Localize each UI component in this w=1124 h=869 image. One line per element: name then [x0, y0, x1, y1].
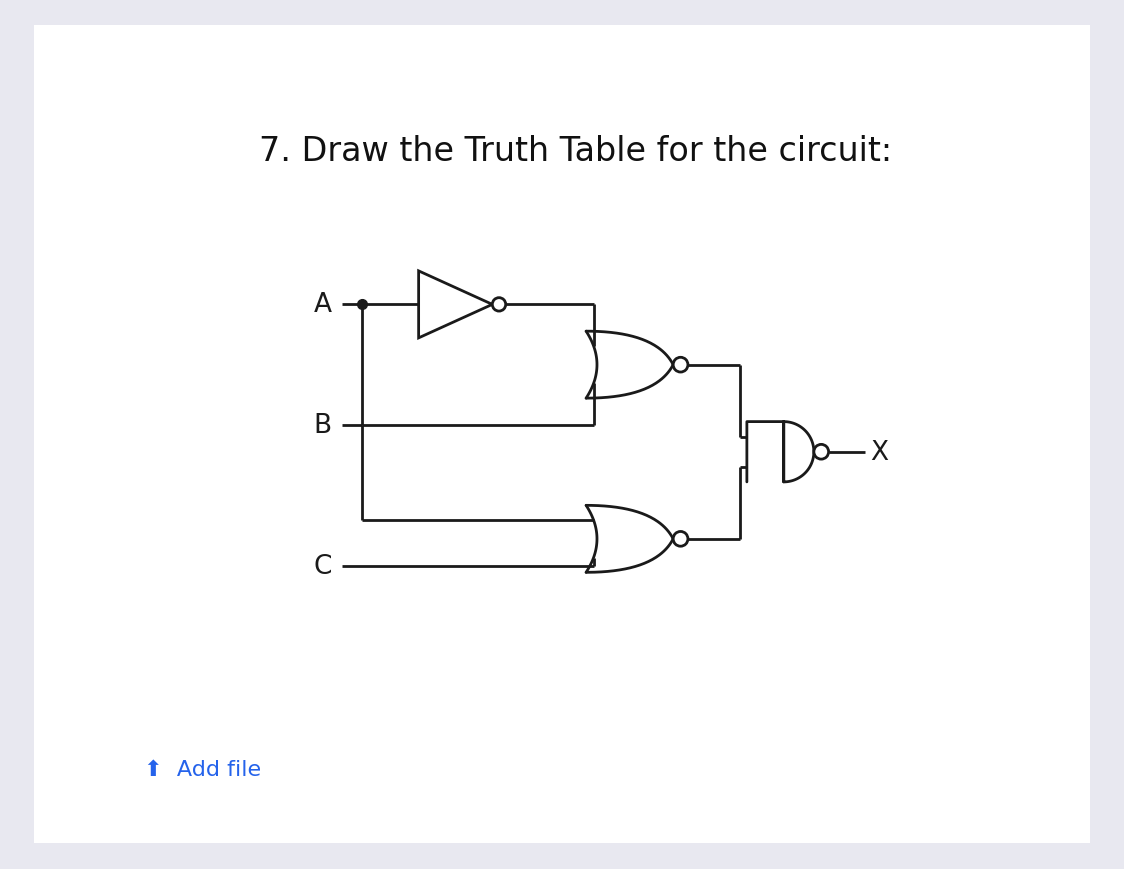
Polygon shape [418, 271, 492, 339]
Polygon shape [746, 422, 814, 482]
Circle shape [492, 298, 506, 312]
Text: X: X [870, 439, 888, 465]
Text: 7. Draw the Truth Table for the circuit:: 7. Draw the Truth Table for the circuit: [260, 135, 892, 168]
FancyBboxPatch shape [66, 726, 338, 812]
Circle shape [814, 445, 828, 460]
Text: A: A [314, 292, 332, 318]
Text: B: B [314, 413, 332, 439]
Circle shape [673, 358, 688, 373]
Polygon shape [586, 506, 673, 573]
Polygon shape [586, 332, 673, 399]
Text: ⬆  Add file: ⬆ Add file [144, 760, 261, 779]
Circle shape [673, 532, 688, 547]
Text: C: C [314, 553, 332, 579]
